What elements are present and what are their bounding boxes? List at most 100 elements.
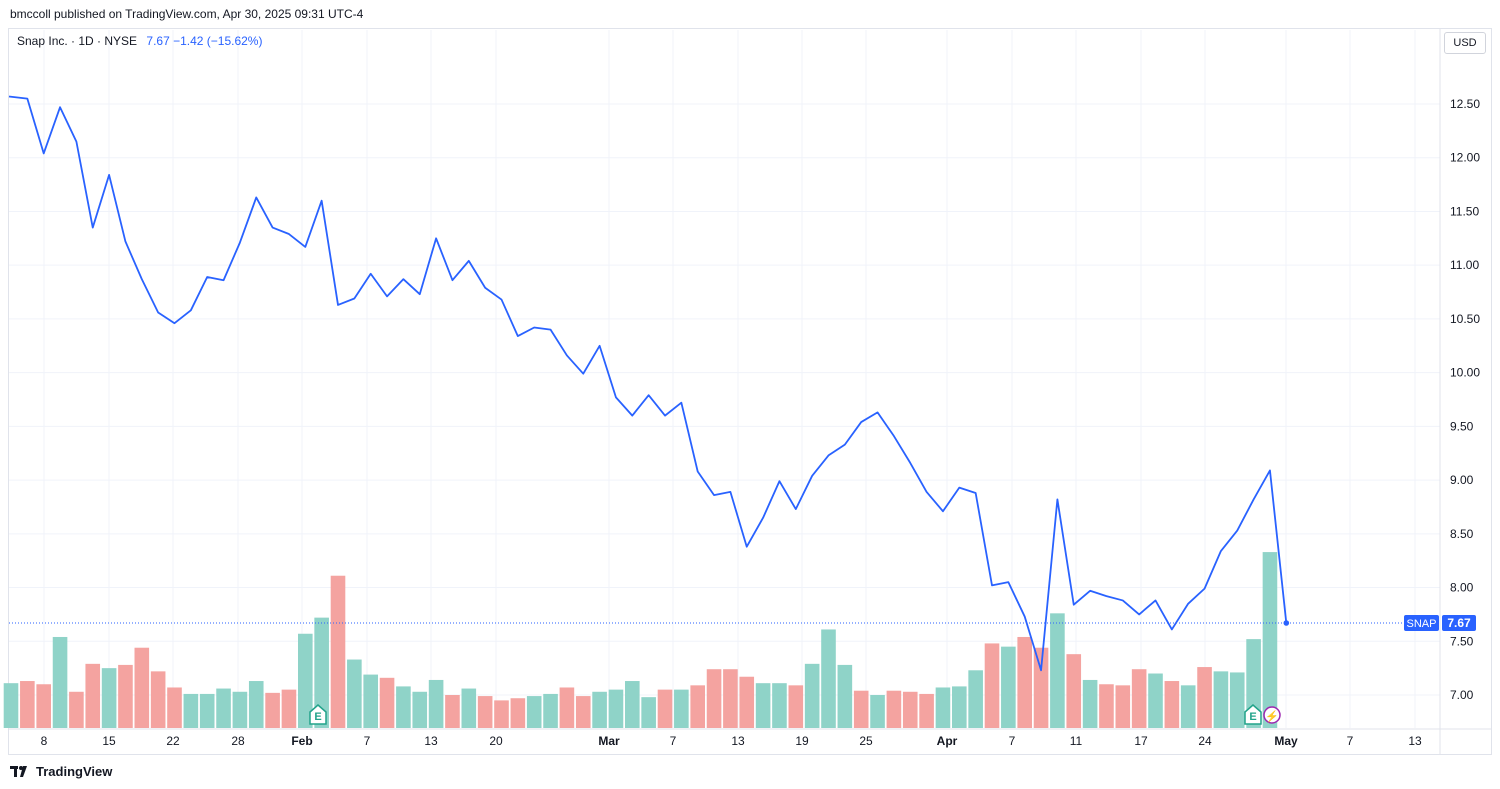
x-tick-label: 22	[166, 734, 180, 748]
volume-bar	[52, 636, 68, 728]
tradingview-logo-icon	[10, 765, 27, 777]
currency-button[interactable]: USD	[1444, 32, 1486, 54]
volume-bar	[1148, 673, 1163, 728]
volume-bar	[1180, 685, 1196, 728]
x-tick-label: 7	[1347, 734, 1354, 748]
x-tick-label: 13	[731, 734, 745, 748]
volume-bar	[608, 689, 624, 728]
volume-bar	[363, 674, 378, 728]
volume-bar	[837, 664, 853, 728]
volume-bar	[674, 689, 689, 728]
volume-bar	[330, 575, 346, 728]
volume-bar	[265, 692, 280, 728]
volume-bar	[347, 659, 362, 728]
x-tick-label: 15	[102, 734, 116, 748]
last-price-label-bg	[1442, 615, 1476, 632]
volume-bar	[1229, 672, 1245, 728]
volume-bar	[494, 700, 509, 728]
last-price-dot	[1283, 620, 1290, 626]
volume-bar	[919, 693, 934, 728]
volume-bar	[952, 686, 967, 728]
volume-bar	[477, 696, 493, 728]
volume-bar	[559, 687, 575, 728]
y-tick-label: 8.50	[1450, 527, 1474, 541]
x-tick-label: Apr	[937, 734, 958, 748]
volume-bar	[216, 688, 231, 728]
volume-bar	[592, 691, 607, 728]
volume-bar	[69, 691, 84, 728]
volume-bar	[984, 643, 1000, 728]
dividend-marker-label: ⚡	[1265, 710, 1279, 723]
volume-bar	[101, 668, 117, 728]
volume-bar	[314, 617, 329, 728]
y-tick-label: 10.50	[1450, 312, 1480, 326]
earnings-marker-icon[interactable]	[1244, 704, 1262, 725]
volume-bar	[281, 689, 297, 728]
dividend-marker-icon[interactable]	[1263, 706, 1281, 724]
volume-bar	[1262, 552, 1278, 728]
volume-bar	[183, 693, 199, 728]
volume-bar	[1131, 669, 1147, 728]
y-tick-label: 11.00	[1450, 258, 1479, 272]
volume-bar	[690, 685, 705, 728]
volume-bar	[199, 693, 215, 728]
tradingview-logo[interactable]: TradingView	[10, 764, 112, 779]
y-tick-label: 9.50	[1450, 419, 1474, 433]
volume-bar	[85, 663, 101, 728]
volume-bar	[886, 690, 902, 728]
earnings-marker-label: E	[314, 711, 321, 723]
legend-price-values: 7.67 −1.42 (−15.62%)	[146, 34, 263, 48]
volume-bar	[3, 683, 19, 728]
volume-bar	[461, 688, 477, 728]
volume-bar	[150, 671, 166, 728]
x-tick-label: 7	[1009, 734, 1016, 748]
volume-bar	[510, 698, 526, 728]
volume-bar	[543, 693, 558, 728]
volume-bar	[1066, 654, 1082, 728]
volume-bar	[1197, 667, 1212, 728]
volume-bar	[935, 687, 951, 728]
x-tick-label: 8	[41, 734, 48, 748]
x-tick-label: 24	[1198, 734, 1212, 748]
volume-bar	[248, 681, 264, 728]
price-line	[8, 95, 1288, 672]
volume-bar	[641, 697, 656, 728]
volume-bar	[1017, 636, 1032, 728]
y-tick-label: 10.00	[1450, 366, 1480, 380]
volume-bar	[1246, 639, 1261, 728]
volume-bar	[379, 677, 395, 728]
volume-bar	[723, 669, 738, 728]
volume-bar	[575, 696, 591, 728]
symbol-label-bg	[1404, 615, 1439, 632]
y-tick-label: 11.50	[1450, 204, 1479, 218]
volume-bar	[804, 663, 820, 728]
volume-bar	[36, 684, 51, 728]
chart-frame	[8, 28, 1492, 755]
earnings-marker-icon[interactable]	[309, 704, 327, 725]
volume-bar	[625, 681, 640, 728]
volume-bar	[134, 647, 150, 728]
volume-bar	[526, 696, 542, 728]
volume-bar	[739, 676, 755, 728]
volume-bar	[118, 664, 133, 728]
y-tick-label: 12.00	[1450, 151, 1480, 165]
volume-bar	[428, 679, 444, 728]
volume-bar	[1164, 681, 1180, 728]
volume-bar	[20, 681, 35, 728]
y-tick-label: 7.00	[1450, 688, 1474, 702]
volume-bar	[853, 690, 869, 728]
volume-bar	[232, 691, 248, 728]
volume-bar	[412, 691, 428, 728]
volume-bar	[755, 683, 771, 728]
y-tick-label: 8.00	[1450, 581, 1474, 595]
volume-bar	[870, 695, 885, 728]
volume-bar	[706, 669, 722, 728]
x-tick-label: May	[1274, 734, 1298, 748]
volume-bar	[1099, 684, 1114, 728]
y-tick-label: 7.50	[1450, 634, 1474, 648]
symbol-label: SNAP	[1407, 618, 1437, 630]
x-tick-label: 11	[1070, 734, 1083, 748]
volume-bar	[1115, 685, 1131, 728]
chart-legend: Snap Inc. · 1D · NYSE 7.67 −1.42 (−15.62…	[17, 34, 262, 48]
